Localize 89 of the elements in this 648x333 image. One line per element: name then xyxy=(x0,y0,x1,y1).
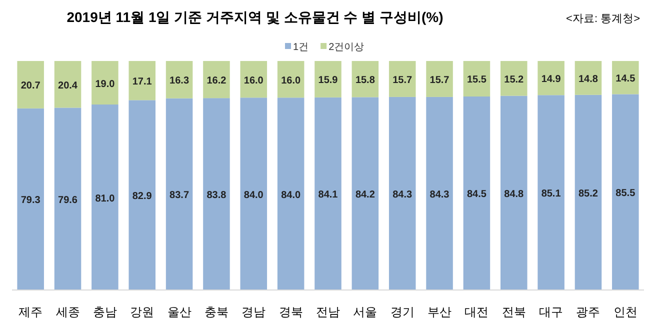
bar xyxy=(92,61,118,105)
x-tick-label: 강원 xyxy=(130,305,154,319)
bar xyxy=(166,61,193,98)
bar xyxy=(352,61,379,98)
x-tick-label: 충남 xyxy=(92,305,117,319)
x-tick-label: 대구 xyxy=(539,305,564,319)
data-label: 79.3 xyxy=(20,195,41,206)
bar xyxy=(574,61,602,95)
x-tick-label: 울산 xyxy=(167,305,192,319)
bar xyxy=(17,108,44,290)
data-label: 84.0 xyxy=(244,190,264,201)
data-label: 85.2 xyxy=(578,188,598,200)
data-label: 14.5 xyxy=(616,74,636,85)
data-label: 16.3 xyxy=(170,76,190,87)
bar xyxy=(314,61,342,98)
data-label: 16.0 xyxy=(281,75,301,86)
data-label: 15.8 xyxy=(355,75,376,86)
data-label: 84.5 xyxy=(466,189,487,200)
data-label: 20.4 xyxy=(58,80,78,92)
bar xyxy=(426,61,453,97)
bar xyxy=(500,96,528,290)
bar xyxy=(128,61,156,100)
chart-title: 2019년 11월 1일 기준 거주지역 및 소유물건 수 별 구성비(%) xyxy=(66,9,444,25)
x-tick-label: 부산 xyxy=(428,305,452,319)
bar xyxy=(463,61,490,96)
bar xyxy=(500,61,528,96)
bar xyxy=(612,94,639,290)
data-label: 17.1 xyxy=(132,76,152,88)
bar xyxy=(203,98,230,290)
data-label: 85.1 xyxy=(541,188,562,200)
data-label: 85.5 xyxy=(616,188,636,200)
data-label: 81.0 xyxy=(95,193,116,204)
x-tick-label: 인천 xyxy=(613,305,638,319)
data-label: 15.9 xyxy=(318,75,338,86)
data-label: 84.8 xyxy=(504,188,524,200)
data-label: 16.0 xyxy=(244,75,264,86)
data-label: 79.6 xyxy=(58,194,78,206)
data-label: 16.2 xyxy=(206,76,227,87)
bar xyxy=(203,61,230,98)
text: <자료: 통계청> xyxy=(566,13,640,25)
x-tick-label: 전북 xyxy=(502,305,526,319)
x-tick-label: 서울 xyxy=(353,305,378,319)
x-tick-label: 광주 xyxy=(576,305,600,319)
data-label: 19.0 xyxy=(95,78,116,90)
bar xyxy=(128,100,156,290)
bar xyxy=(538,95,564,290)
bar xyxy=(240,61,268,98)
data-label: 15.2 xyxy=(504,74,524,86)
bar xyxy=(314,97,342,290)
data-label: 84.2 xyxy=(355,190,376,201)
x-tick-label: 세종 xyxy=(56,305,80,319)
legend-label: 2건이상 xyxy=(328,42,364,53)
bar xyxy=(54,61,82,108)
bar xyxy=(463,96,490,290)
bar xyxy=(388,96,416,290)
x-tick-label: 경기 xyxy=(390,305,414,319)
bar xyxy=(612,61,639,94)
bar xyxy=(92,104,118,290)
data-label: 84.1 xyxy=(318,190,338,201)
bar xyxy=(277,98,304,290)
bar xyxy=(277,61,304,98)
bar xyxy=(352,97,379,290)
data-label: 20.7 xyxy=(20,80,41,92)
data-label: 84.3 xyxy=(430,189,450,200)
bar xyxy=(166,98,193,290)
data-label: 84.0 xyxy=(281,190,301,201)
bar xyxy=(54,108,82,290)
data-label: 84.3 xyxy=(392,189,413,200)
x-tick-label: 경남 xyxy=(242,305,266,319)
x-tick-label: 충북 xyxy=(204,305,228,319)
x-tick-label: 제주 xyxy=(18,305,43,319)
data-label: 14.9 xyxy=(541,74,562,86)
bar xyxy=(388,61,416,97)
x-tick-label: 대전 xyxy=(464,305,489,319)
bar xyxy=(426,96,453,290)
data-label: 83.7 xyxy=(170,190,190,202)
bar xyxy=(17,61,44,108)
bar xyxy=(574,94,602,290)
x-tick-label: 전남 xyxy=(316,305,340,319)
legend-label: 1건 xyxy=(293,42,309,53)
x-tick-label: 경북 xyxy=(278,305,303,319)
bar xyxy=(240,98,268,290)
data-label: 15.7 xyxy=(392,74,413,86)
data-label: 15.5 xyxy=(466,74,487,86)
bar xyxy=(538,61,564,96)
data-label: 15.7 xyxy=(430,74,450,86)
data-label: 82.9 xyxy=(132,191,152,202)
data-label: 83.8 xyxy=(206,190,227,202)
data-label: 14.8 xyxy=(578,74,598,85)
